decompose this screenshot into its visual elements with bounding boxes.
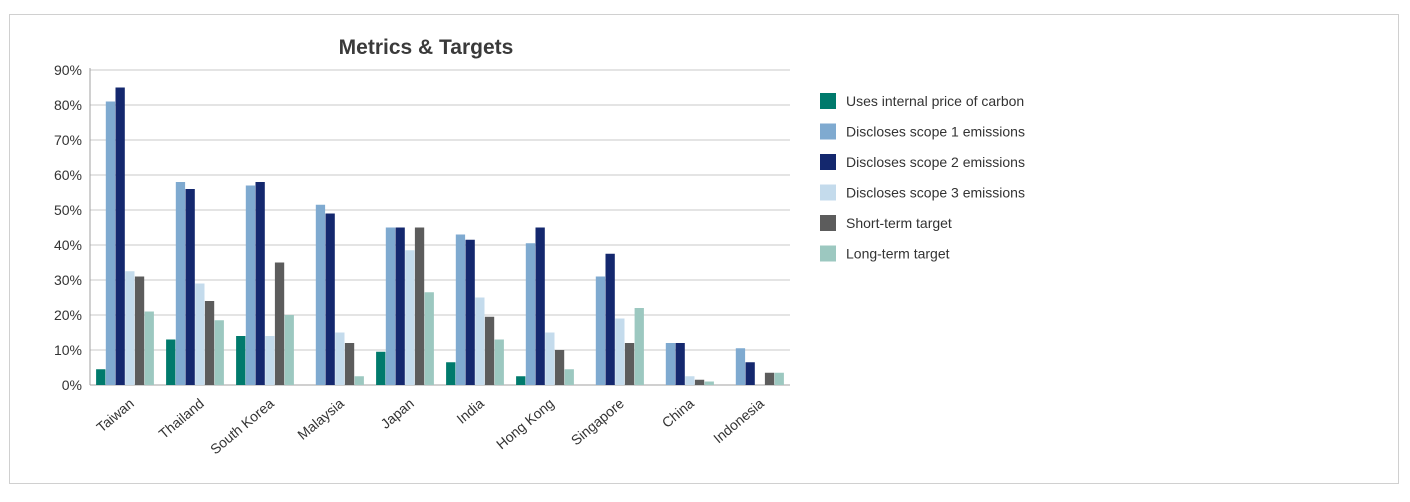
bar bbox=[274, 262, 285, 385]
bar bbox=[484, 316, 495, 385]
y-tick-label: 20% bbox=[54, 307, 82, 323]
bar bbox=[214, 320, 224, 385]
bar bbox=[195, 283, 205, 385]
bar bbox=[315, 204, 326, 385]
category-label: China bbox=[659, 395, 697, 431]
bar bbox=[424, 292, 434, 385]
bar bbox=[115, 87, 125, 385]
legend-swatch bbox=[820, 245, 836, 262]
bar bbox=[265, 336, 275, 385]
y-tick-label: 10% bbox=[54, 342, 82, 358]
chart-title: Metrics & Targets bbox=[339, 36, 514, 59]
bar bbox=[764, 372, 775, 385]
legend-label: Discloses scope 1 emissions bbox=[846, 124, 1025, 140]
legend-label: Discloses scope 3 emissions bbox=[846, 185, 1025, 201]
category-label: Japan bbox=[377, 395, 417, 432]
bar bbox=[255, 182, 265, 385]
gridlines bbox=[90, 69, 790, 351]
bar bbox=[354, 376, 364, 385]
legend-swatch bbox=[820, 93, 836, 109]
bar bbox=[185, 189, 195, 385]
bar bbox=[344, 343, 355, 385]
y-tick-label: 40% bbox=[54, 237, 82, 253]
bar bbox=[245, 185, 256, 385]
category-label: South Korea bbox=[207, 395, 277, 457]
legend-swatch bbox=[820, 215, 836, 231]
bar bbox=[335, 332, 345, 385]
category-label: Thailand bbox=[156, 395, 207, 442]
bar bbox=[494, 339, 504, 385]
bar bbox=[96, 369, 106, 385]
bar bbox=[125, 271, 135, 385]
y-tick-label: 30% bbox=[54, 272, 82, 288]
bar bbox=[525, 243, 536, 385]
category-label: Singapore bbox=[568, 395, 627, 448]
chart-frame: Metrics & Targets 0% 10% 20% 30% 40% 50% 60% 70… bbox=[9, 14, 1399, 484]
bar bbox=[475, 297, 485, 385]
bar bbox=[685, 376, 695, 385]
bar bbox=[535, 227, 545, 385]
metrics-targets-chart: Metrics & Targets 0% 10% 20% 30% 40% 50% 60% 70… bbox=[54, 36, 1025, 457]
bar bbox=[166, 339, 176, 385]
category-label: Taiwan bbox=[93, 395, 137, 435]
bar bbox=[236, 336, 246, 385]
bar bbox=[595, 276, 606, 385]
bar bbox=[545, 332, 555, 385]
category-labels: Taiwan Thailand South Korea Malaysia Japan In… bbox=[93, 395, 767, 457]
bar bbox=[774, 372, 784, 385]
bar bbox=[204, 301, 215, 385]
bar bbox=[735, 348, 746, 385]
legend-label: Short-term target bbox=[846, 215, 952, 231]
bar bbox=[385, 227, 396, 385]
bar bbox=[675, 343, 685, 385]
category-label: Malaysia bbox=[294, 395, 347, 443]
y-tick-label: 60% bbox=[54, 167, 82, 183]
bar bbox=[516, 376, 526, 385]
bar bbox=[405, 250, 415, 385]
bar bbox=[325, 213, 335, 385]
bar bbox=[144, 311, 154, 385]
bar bbox=[704, 381, 714, 385]
y-tick-label: 80% bbox=[54, 97, 82, 113]
y-tick-label: 70% bbox=[54, 132, 82, 148]
legend: Uses internal price of carbon Discloses s… bbox=[820, 93, 1025, 262]
bar bbox=[465, 239, 475, 385]
legend-label: Uses internal price of carbon bbox=[846, 93, 1024, 109]
bar bbox=[615, 318, 625, 385]
bar bbox=[564, 369, 574, 385]
y-tick-label: 0% bbox=[62, 377, 82, 393]
bar bbox=[414, 227, 425, 385]
bar bbox=[395, 227, 405, 385]
legend-swatch bbox=[820, 123, 836, 140]
legend-swatch bbox=[820, 184, 836, 201]
bar bbox=[634, 308, 644, 385]
legend-swatch bbox=[820, 154, 836, 170]
axes: 0% 10% 20% 30% 40% 50% 60% 70% 80% 90% bbox=[54, 62, 790, 393]
bars bbox=[96, 87, 784, 385]
bar bbox=[605, 253, 615, 385]
bar bbox=[745, 362, 755, 385]
bar bbox=[665, 343, 676, 385]
bar bbox=[455, 234, 466, 385]
bar bbox=[175, 182, 186, 385]
category-label: India bbox=[453, 395, 487, 427]
bar bbox=[554, 350, 565, 385]
y-tick-label: 90% bbox=[54, 62, 82, 78]
bar bbox=[376, 351, 386, 385]
bar bbox=[134, 276, 145, 385]
bar bbox=[446, 362, 456, 385]
legend-label: Long-term target bbox=[846, 246, 950, 262]
category-label: Hong Kong bbox=[493, 395, 557, 452]
category-label: Indonesia bbox=[710, 395, 767, 446]
bar bbox=[694, 379, 705, 385]
bar bbox=[105, 101, 116, 385]
y-tick-label: 50% bbox=[54, 202, 82, 218]
bar bbox=[284, 315, 294, 385]
legend-label: Discloses scope 2 emissions bbox=[846, 154, 1025, 170]
bar bbox=[624, 343, 635, 385]
